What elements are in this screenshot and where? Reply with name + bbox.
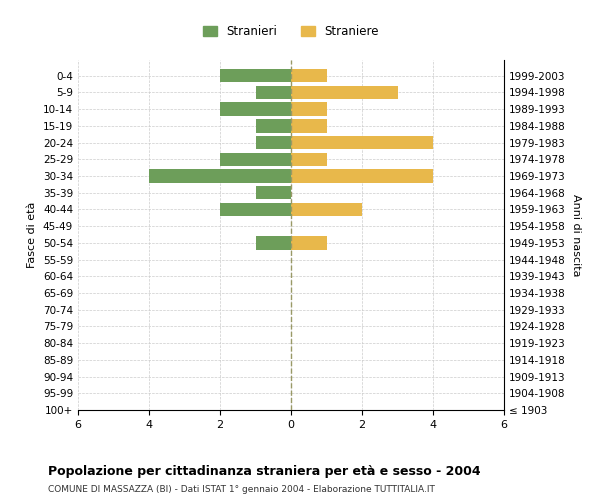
Bar (291, 236, 326, 250)
Bar (220, 69, 291, 82)
Bar (291, 69, 326, 82)
Bar (220, 202, 291, 216)
Bar (256, 136, 291, 149)
Bar (291, 119, 326, 132)
Bar (291, 86, 398, 99)
Bar (220, 152, 291, 166)
Text: Popolazione per cittadinanza straniera per età e sesso - 2004: Popolazione per cittadinanza straniera p… (48, 465, 481, 478)
Y-axis label: Fasce di età: Fasce di età (28, 202, 37, 268)
Text: COMUNE DI MASSAZZA (BI) - Dati ISTAT 1° gennaio 2004 - Elaborazione TUTTITALIA.I: COMUNE DI MASSAZZA (BI) - Dati ISTAT 1° … (48, 485, 435, 494)
Bar (220, 102, 291, 116)
Bar (256, 236, 291, 250)
Legend: Stranieri, Straniere: Stranieri, Straniere (198, 20, 384, 43)
Bar (149, 170, 291, 182)
Bar (291, 202, 362, 216)
Bar (256, 86, 291, 99)
Bar (291, 152, 326, 166)
Bar (291, 136, 433, 149)
Bar (291, 102, 326, 116)
Bar (256, 186, 291, 200)
Y-axis label: Anni di nascita: Anni di nascita (571, 194, 581, 276)
Bar (291, 170, 433, 182)
Bar (256, 119, 291, 132)
